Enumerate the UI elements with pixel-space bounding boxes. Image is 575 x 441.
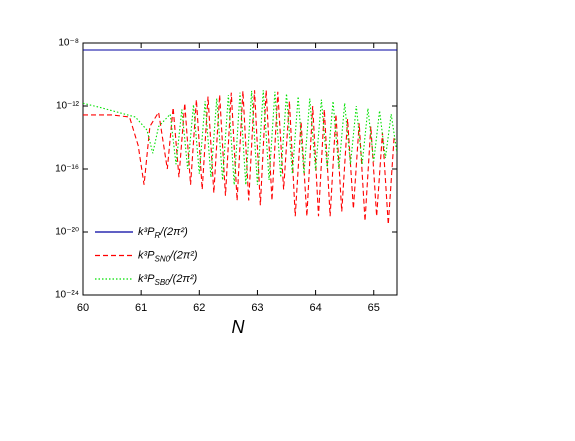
- legend-suffix: /(2π²): [159, 226, 188, 238]
- legend-name: k³P: [138, 273, 155, 285]
- legend-name: k³P: [138, 249, 155, 261]
- legend-name: k³P: [138, 226, 155, 238]
- x-tick-label: 63: [251, 302, 263, 314]
- legend-label: k³PR/(2π²): [138, 226, 188, 240]
- legend-suffix: /(2π²): [169, 249, 198, 261]
- legend-label: k³PSN0/(2π²): [138, 249, 198, 263]
- legend-label: k³PSB0/(2π²): [138, 273, 197, 287]
- legend-subscript: SB0: [155, 278, 171, 287]
- y-tick-label: 10⁻²⁴: [55, 290, 79, 301]
- x-tick-label: 61: [135, 302, 147, 314]
- y-tick-label: 10⁻²⁰: [55, 227, 79, 238]
- plot-frame: [82, 42, 398, 296]
- x-tick-label: 64: [309, 302, 321, 314]
- series-line: [83, 90, 397, 185]
- x-axis-label: N: [232, 317, 246, 337]
- legend-subscript: R: [155, 231, 161, 240]
- y-tick-label: 10⁻⁸: [58, 38, 79, 49]
- legend-suffix: /(2π²): [169, 273, 198, 285]
- x-tick-label: 65: [368, 302, 380, 314]
- x-tick-label: 60: [77, 302, 89, 314]
- y-tick-label: 10⁻¹²: [56, 101, 80, 112]
- y-tick-label: 10⁻¹⁶: [55, 164, 79, 175]
- x-tick-label: 62: [193, 302, 205, 314]
- legend-subscript: SN0: [155, 255, 171, 264]
